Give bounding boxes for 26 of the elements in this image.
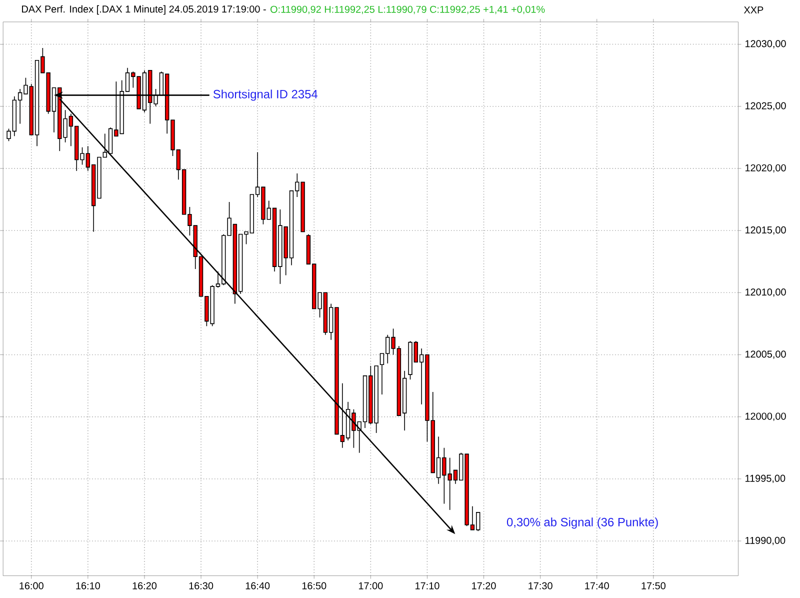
x-tick-label: 16:30 (189, 582, 214, 590)
x-tick-label: 17:50 (642, 582, 666, 590)
x-tick-label: 17:30 (528, 582, 552, 590)
y-tick-label: 12005,00 (745, 350, 786, 359)
annotation: 0,30% ab Signal (36 Punkte) (506, 518, 658, 529)
annotation: Shortsignal ID 2354 (213, 90, 318, 101)
y-tick-label: 12010,00 (745, 288, 786, 297)
y-tick-label: 11995,00 (745, 474, 786, 484)
y-tick-label: 12020,00 (745, 164, 786, 173)
y-tick-label: 11990,00 (745, 537, 786, 546)
x-tick-label: 16:20 (132, 582, 157, 590)
x-tick-label: 16:50 (302, 582, 326, 590)
chart-title: DAX Perf. Index [.DAX 1 Minute] 24.05.2019 17:19:00 - (22, 5, 266, 15)
x-tick-label: 16:40 (246, 582, 270, 590)
x-tick-label: 17:40 (585, 582, 609, 590)
x-tick-label: 17:10 (416, 582, 440, 590)
y-tick-label: 12015,00 (745, 226, 786, 235)
x-tick-label: 17:20 (472, 582, 496, 590)
x-tick-label: 16:10 (76, 582, 100, 590)
x-tick-label: 17:00 (358, 582, 383, 590)
y-tick-label: 12000,00 (745, 412, 786, 422)
y-tick-label: 12025,00 (745, 102, 786, 111)
text: XXP (744, 6, 764, 14)
y-tick-label: 12030,00 (745, 40, 786, 49)
x-tick-label: 16:00 (20, 582, 44, 590)
chart-subtitle: O:11990,92 H:11992,25 L:11990,79 C:11992,25 +1,41 +0,01% (270, 6, 545, 14)
